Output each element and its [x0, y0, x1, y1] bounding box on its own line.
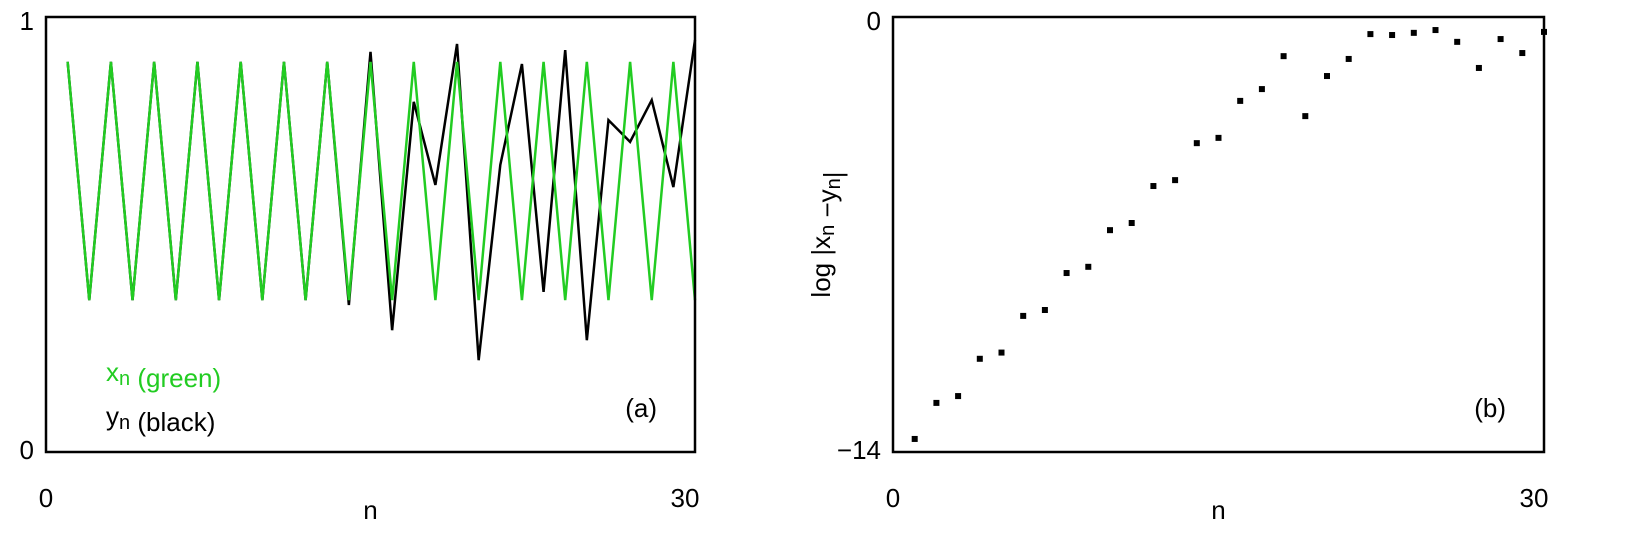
y-tick-label: 0: [20, 435, 34, 465]
point: [1324, 73, 1330, 80]
point: [1193, 140, 1200, 147]
y-tick-label: 1: [20, 6, 34, 36]
point: [1345, 55, 1352, 62]
x-tick-label: 0: [39, 483, 53, 513]
point: [1107, 227, 1113, 234]
annotation: (a): [625, 393, 657, 423]
point: [1454, 38, 1461, 45]
point: [998, 349, 1005, 356]
point: [1389, 32, 1396, 39]
point: [933, 399, 940, 406]
point: [976, 355, 983, 362]
x-axis-label: n: [1211, 495, 1225, 525]
point: [1128, 220, 1135, 227]
point: [1497, 36, 1504, 43]
x-axis-label: n: [363, 495, 377, 525]
x-tick-label: 30: [671, 483, 700, 513]
legend-entry: yn (black): [106, 401, 215, 437]
plot-frame: [44, 15, 697, 454]
y-axis-label: log |xn −yn|: [806, 171, 848, 297]
x-tick-label: 30: [1520, 483, 1549, 513]
series-line: [66, 61, 697, 301]
point: [1063, 270, 1070, 277]
y-tick-label: −14: [837, 435, 881, 465]
point: [1041, 307, 1048, 314]
point: [1172, 177, 1179, 184]
point: [1410, 29, 1417, 36]
point: [1237, 97, 1244, 104]
point: [1280, 53, 1287, 60]
point: [1519, 50, 1526, 57]
y-tick-label: 0: [867, 6, 881, 36]
annotation: (b): [1474, 393, 1506, 423]
point: [911, 435, 918, 442]
series-line: [66, 39, 697, 361]
point: [1150, 183, 1157, 190]
point: [1020, 312, 1027, 319]
point: [1432, 27, 1439, 34]
point: [1085, 263, 1092, 270]
point: [1475, 64, 1482, 71]
point: [955, 393, 962, 400]
point: [1367, 31, 1374, 38]
point: [1215, 134, 1222, 141]
point: [1302, 113, 1309, 120]
plot-frame: [891, 15, 1546, 454]
point: [1258, 86, 1265, 93]
legend-entry: xn (green): [106, 357, 221, 393]
x-tick-label: 0: [886, 483, 900, 513]
